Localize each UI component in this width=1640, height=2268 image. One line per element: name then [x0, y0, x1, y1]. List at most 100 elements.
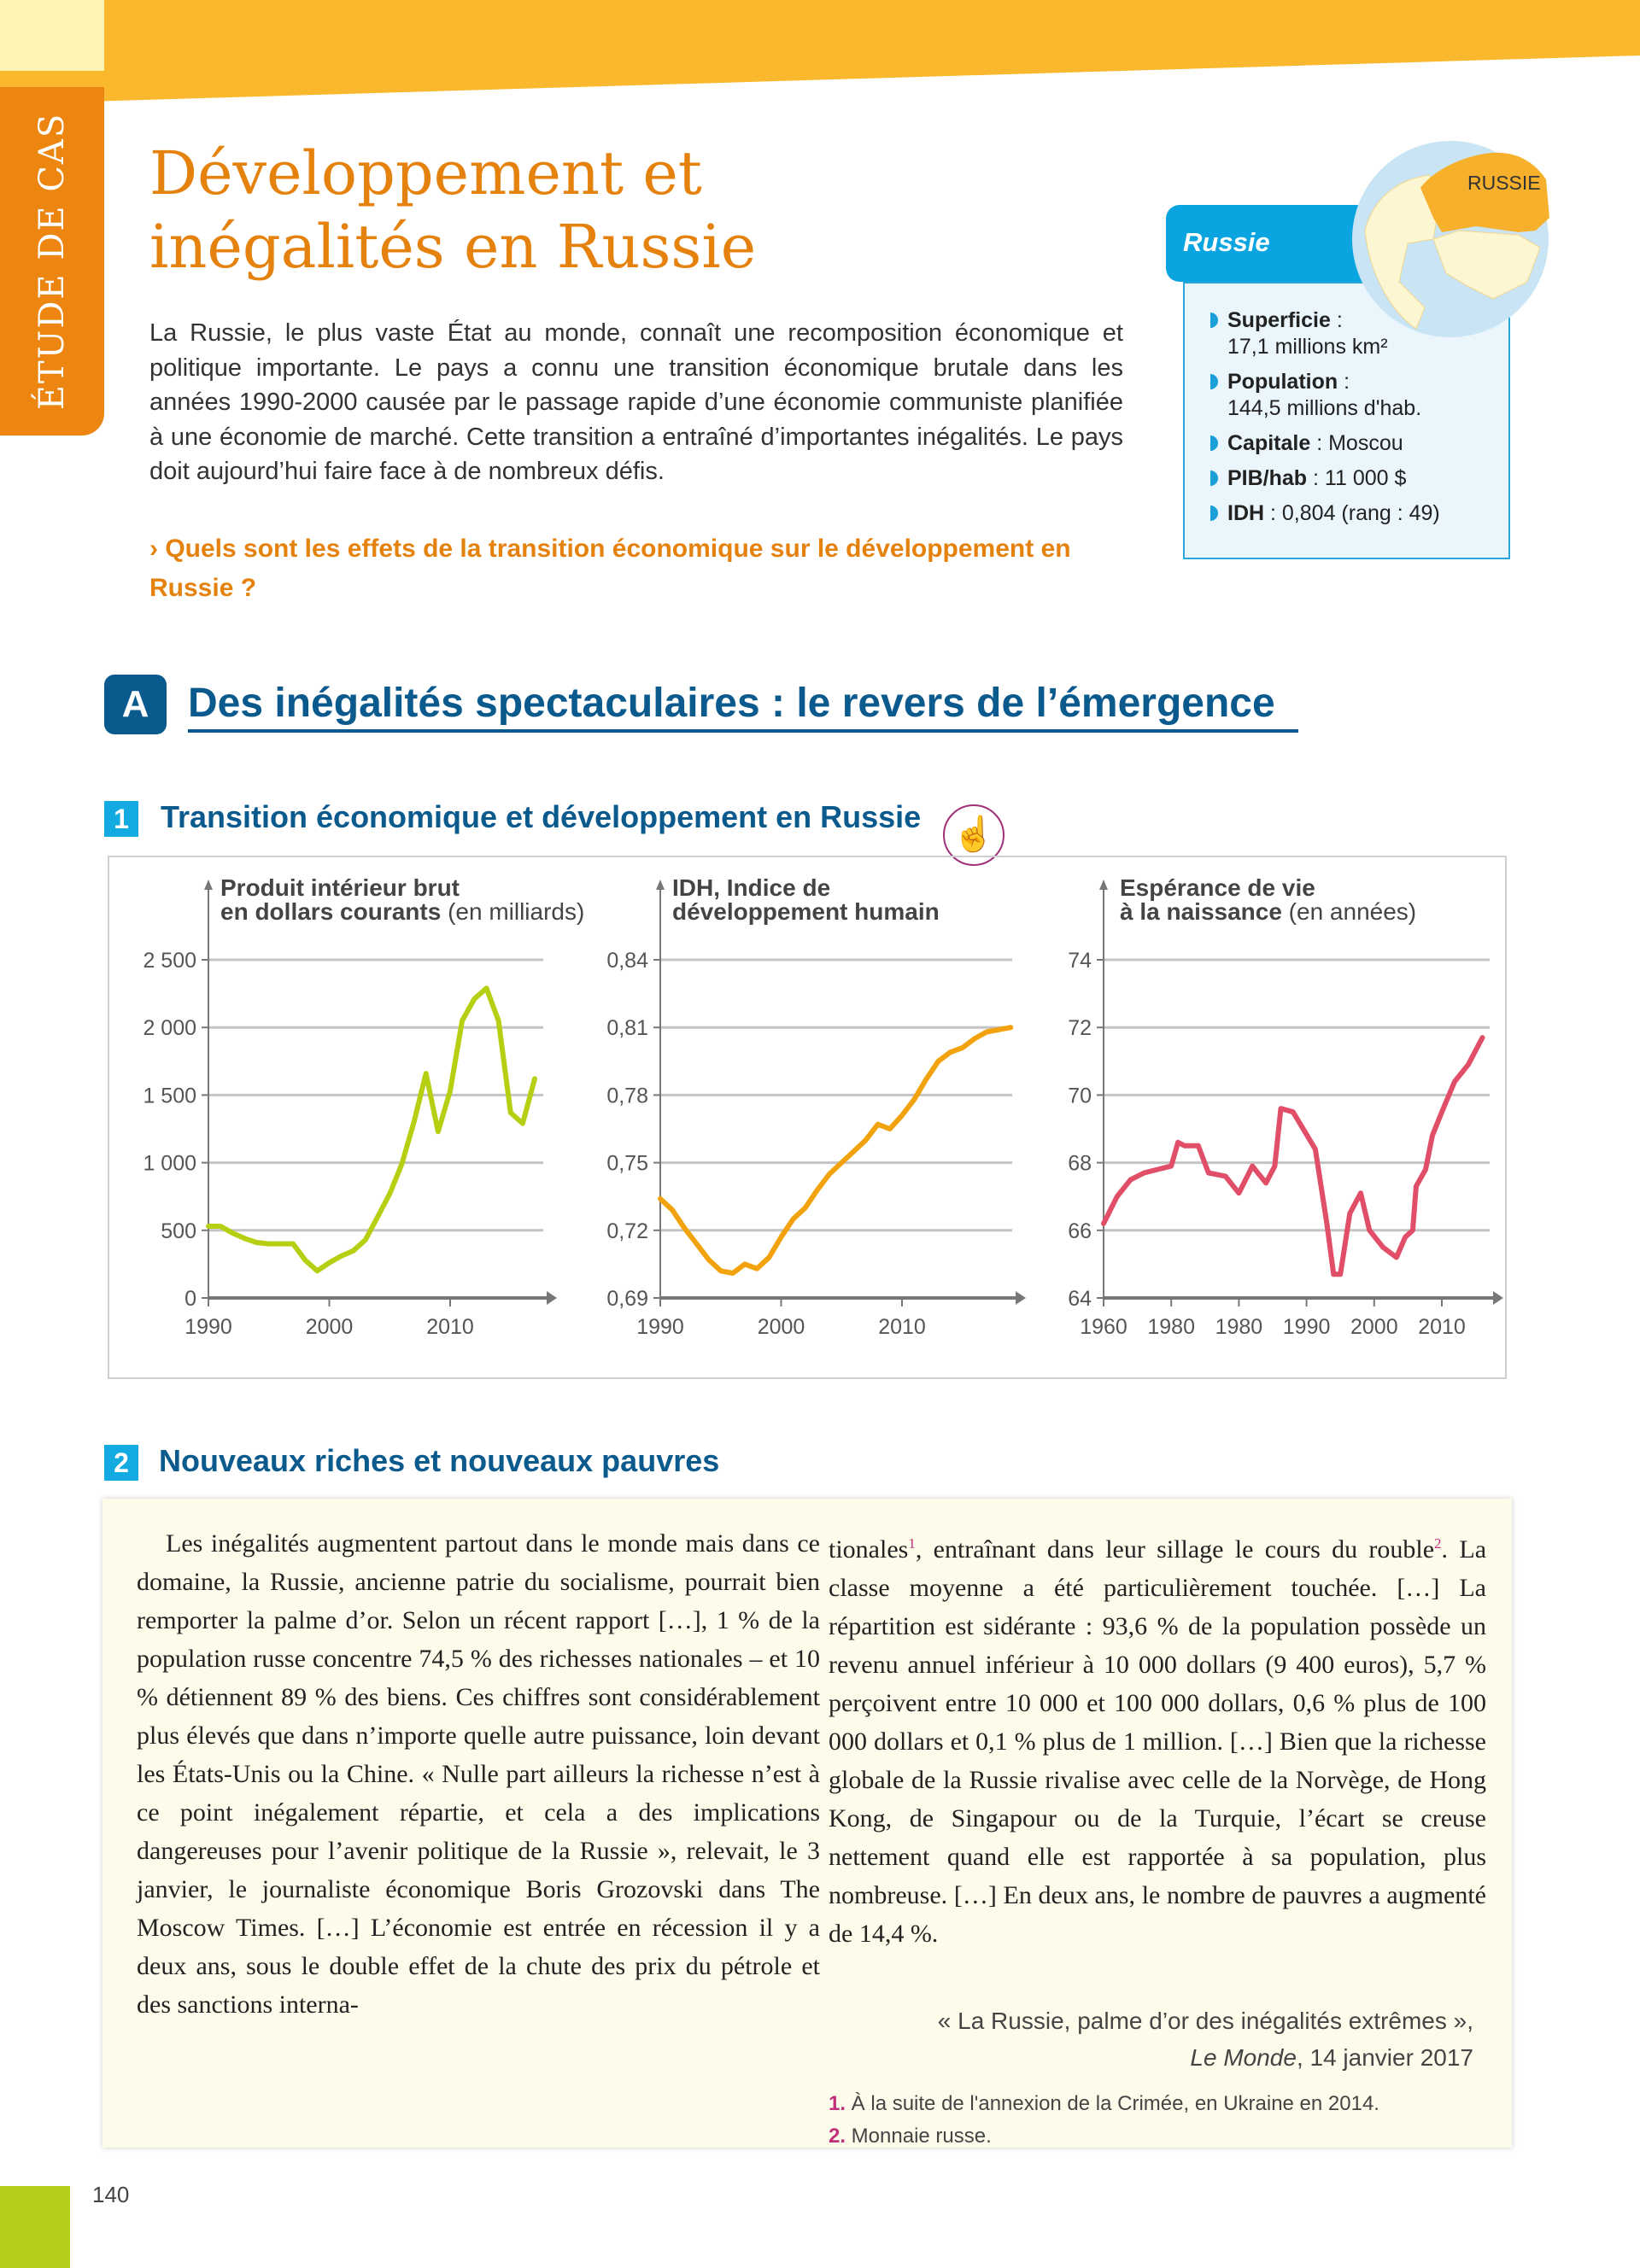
info-item-idh: IDH : 0,804 (rang : 49)	[1210, 500, 1440, 527]
y-tick-label: 0,75	[606, 1152, 648, 1176]
x-tick-label: 2010	[878, 1315, 926, 1339]
article-source: « La Russie, palme d’or des inégalités e…	[938, 2002, 1473, 2076]
y-axis-arrow	[656, 880, 665, 890]
n: 1.	[829, 2092, 846, 2115]
x-tick-label: 2000	[758, 1315, 805, 1339]
y-axis-arrow	[1099, 880, 1108, 890]
info-value: 17,1 millions km²	[1227, 335, 1388, 359]
info-item-capitale: Capitale : Moscou	[1210, 430, 1440, 457]
y-axis-arrow	[204, 880, 213, 890]
y-tick-label: 0	[184, 1287, 196, 1311]
chart-title-hdi: IDH, Indice de développement humain	[672, 876, 940, 924]
y-tick-label: 2 000	[143, 1016, 196, 1040]
title-line-1: Développement et	[149, 138, 702, 208]
map-label: RUSSIE	[1467, 172, 1541, 194]
doc-title: Transition économique et développement e…	[161, 799, 922, 834]
footnote: 2. Monnaie russe.	[829, 2120, 1379, 2153]
info-item-pib: PIB/hab : 11 000 $	[1210, 465, 1440, 492]
t: Espérance de vie	[1120, 874, 1315, 901]
x-tick-label: 1990	[636, 1315, 684, 1339]
chart-title-life: Espérance de vie à la naissance (en année…	[1120, 876, 1416, 924]
t: à la naissance	[1120, 898, 1282, 925]
y-tick-label: 1 500	[143, 1084, 196, 1108]
x-tick-label: 2010	[426, 1315, 474, 1339]
y-tick-label: 0,78	[606, 1084, 648, 1108]
sep: :	[1307, 466, 1325, 490]
sep: :	[1264, 501, 1282, 525]
y-tick-label: 1 000	[143, 1152, 196, 1176]
x-tick-label: 2000	[1350, 1315, 1398, 1339]
chart-frame	[108, 856, 1507, 1379]
corner-block	[0, 0, 104, 71]
t: Produit intérieur brut	[220, 874, 460, 901]
t: . La classe moyenne a été particulièreme…	[829, 1535, 1487, 1948]
sep: :	[1330, 308, 1343, 332]
x-tick-label: 1990	[184, 1315, 232, 1339]
source-title: « La Russie, palme d’or des inégalités e…	[937, 2008, 1473, 2034]
t: , entraînant dans leur sillage le cours …	[915, 1535, 1435, 1564]
info-item-population: Population : 144,5 millions d'hab.	[1210, 369, 1440, 422]
header-band	[0, 0, 1640, 104]
info-value: 144,5 millions d'hab.	[1227, 396, 1422, 420]
y-tick-label: 500	[161, 1219, 196, 1243]
article-left-column: Les inégalités augmentent partout dans l…	[137, 1529, 820, 2019]
series-line-life	[1101, 1035, 1485, 1277]
info-label: IDH	[1227, 501, 1265, 525]
globe-map-icon: RUSSIE	[1352, 141, 1549, 337]
footnote-ref: 1	[908, 1535, 916, 1552]
y-tick-label: 0,81	[606, 1016, 648, 1040]
doc-title: Nouveaux riches et nouveaux pauvres	[159, 1443, 720, 1478]
section-title: Des inégalités spectaculaires : le rever…	[188, 675, 1298, 733]
side-tab: ÉTUDE DE CAS	[0, 87, 104, 435]
intro-paragraph: La Russie, le plus vaste État au monde, …	[149, 319, 1123, 485]
x-tick-label: 1960	[1080, 1315, 1128, 1339]
x-tick-label: 1990	[1283, 1315, 1331, 1339]
y-tick-label: 68	[1068, 1152, 1092, 1176]
t: (en milliards)	[441, 898, 585, 925]
y-tick-label: 2 500	[143, 949, 196, 973]
footnotes: 1. À la suite de l'annexion de la Crimée…	[829, 2088, 1379, 2153]
source-date: , 14 janvier 2017	[1296, 2044, 1473, 2071]
y-tick-label: 0,72	[606, 1219, 648, 1243]
key-question: › Quels sont les effets de la transition…	[149, 535, 1071, 602]
y-tick-label: 64	[1068, 1287, 1092, 1311]
info-value: 0,804 (rang : 49)	[1281, 501, 1440, 525]
info-value: Moscou	[1328, 431, 1403, 455]
page-title: Développement et inégalités en Russie	[149, 137, 756, 284]
info-value: 11 000 $	[1324, 466, 1407, 490]
page-corner-block	[0, 2186, 70, 2268]
title-line-2: inégalités en Russie	[149, 212, 757, 282]
t: développement humain	[672, 898, 940, 925]
y-tick-label: 74	[1068, 949, 1092, 973]
info-box: Superficie : 17,1 millions km² Populatio…	[1183, 282, 1510, 559]
y-tick-label: 72	[1068, 1016, 1092, 1040]
doc-number-badge: 1	[104, 801, 138, 837]
y-tick-label: 0,84	[606, 949, 648, 973]
info-item-superficie: Superficie : 17,1 millions km²	[1210, 307, 1440, 360]
y-tick-label: 66	[1068, 1219, 1092, 1243]
article-box: Les inégalités augmentent partout dans l…	[102, 1499, 1512, 2148]
article-right-column: tionales1, entraînant dans leur sillage …	[829, 1524, 1486, 1953]
series-line-gdp	[206, 985, 537, 1274]
charts-canvas: 0 500 1 000 1 500 2 000 2 500 1990 2000 2010 0,69…	[143, 880, 1503, 1339]
x-tick-label: 1980	[1147, 1315, 1195, 1339]
footnote-ref: 2	[1434, 1535, 1442, 1552]
x-axis-arrow	[1016, 1291, 1026, 1305]
y-tick-label: 70	[1068, 1084, 1092, 1108]
info-label: Capitale	[1227, 431, 1311, 455]
y-tick-label: 0,69	[606, 1287, 648, 1311]
sep: :	[1310, 431, 1329, 455]
x-axis-arrow	[547, 1291, 557, 1305]
t: Monnaie russe.	[846, 2125, 992, 2148]
x-tick-label: 2000	[306, 1315, 354, 1339]
info-box-title: Russie	[1183, 227, 1270, 257]
info-label: Population	[1227, 370, 1338, 394]
n: 2.	[829, 2125, 846, 2148]
series-line-hdi	[658, 1025, 1014, 1276]
x-tick-label: 1980	[1215, 1315, 1263, 1339]
section-badge: A	[104, 675, 167, 734]
footnote: 1. À la suite de l'annexion de la Crimée…	[829, 2088, 1379, 2120]
x-tick-label: 2010	[1418, 1315, 1466, 1339]
page-number: 140	[92, 2182, 130, 2207]
x-axis-arrow	[1493, 1291, 1503, 1305]
